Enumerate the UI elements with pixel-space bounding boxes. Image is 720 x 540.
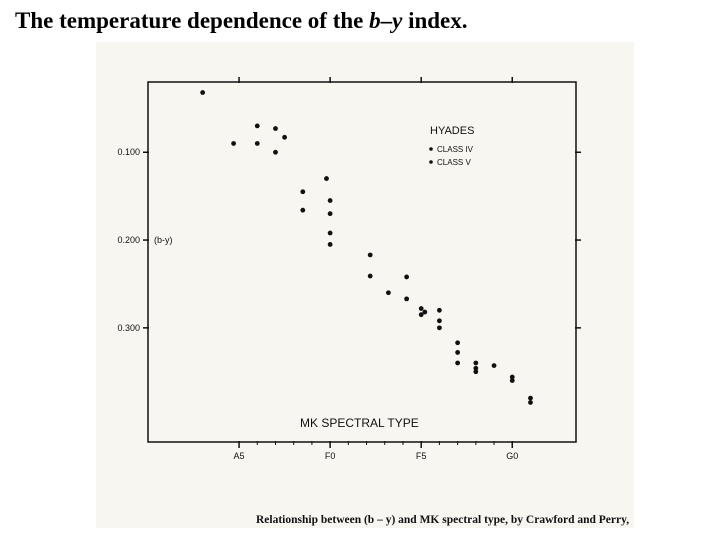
title-prefix: The temperature dependence of the bbox=[15, 8, 370, 33]
scatter-plot: 0.100 0.200 0.300 (b-y) A5 F0 F5 G0 HYADES CLAS… bbox=[117, 77, 581, 461]
data-point-class-v bbox=[418, 306, 424, 311]
data-point-class-iv bbox=[327, 242, 333, 247]
data-point-class-v bbox=[422, 309, 428, 315]
y-axis-label: (b-y) bbox=[154, 235, 173, 245]
data-point-class-v bbox=[528, 400, 533, 405]
legend-entry-class-iv: CLASS IV bbox=[437, 145, 474, 154]
data-point-class-v bbox=[509, 378, 515, 383]
data-point-class-v bbox=[455, 350, 461, 355]
data-point-class-v bbox=[455, 340, 461, 346]
data-point-class-v bbox=[528, 395, 533, 401]
data-point-class-v bbox=[437, 325, 442, 331]
ticks-layer: 0.100 0.200 0.300 (b-y) A5 F0 F5 G0 bbox=[117, 77, 581, 461]
legend-marker-class-iv bbox=[429, 147, 433, 151]
legend: HYADES CLASS IV CLASS V bbox=[429, 125, 474, 167]
legend-marker-class-v bbox=[429, 160, 433, 164]
data-point-class-v bbox=[418, 312, 424, 318]
data-point-class-v bbox=[473, 360, 479, 366]
title-index-b: b bbox=[369, 8, 381, 33]
data-point-class-v bbox=[491, 363, 497, 369]
data-point-class-v bbox=[437, 318, 442, 324]
data-point-class-v bbox=[437, 307, 442, 313]
data-point-class-v bbox=[386, 290, 391, 296]
data-point-class-iv bbox=[282, 134, 287, 140]
data-point-class-iv bbox=[200, 90, 206, 95]
data-point-class-iv bbox=[254, 123, 260, 129]
y-tick-label: 0.300 bbox=[117, 323, 140, 333]
scanned-figure: 0.100 0.200 0.300 (b-y) A5 F0 F5 G0 HYADES CLAS… bbox=[96, 42, 634, 528]
data-point-class-v bbox=[473, 365, 479, 371]
data-point-class-v bbox=[509, 374, 515, 380]
data-point-class-v bbox=[367, 273, 373, 279]
title-index-y: y bbox=[392, 8, 403, 33]
slide-title: The temperature dependence of the b–y in… bbox=[15, 8, 468, 34]
data-point-class-iv bbox=[231, 141, 237, 146]
data-point-class-iv bbox=[300, 207, 306, 213]
data-point-class-iv bbox=[273, 126, 278, 131]
data-point-class-iv bbox=[324, 176, 329, 181]
legend-entry-class-v: CLASS V bbox=[437, 158, 471, 167]
data-point-class-v bbox=[455, 360, 461, 366]
data-point-class-iv bbox=[300, 189, 306, 195]
data-point-class-v bbox=[404, 296, 410, 302]
data-point-class-iv bbox=[327, 211, 333, 217]
title-dash: – bbox=[380, 8, 393, 33]
figure-caption: Relationship between (b – y) and MK spec… bbox=[256, 514, 630, 526]
data-point-class-v bbox=[404, 274, 410, 280]
y-tick-label: 0.100 bbox=[117, 147, 140, 157]
data-point-class-iv bbox=[327, 198, 333, 203]
plot-frame bbox=[147, 81, 577, 443]
data-point-class-v bbox=[367, 252, 373, 258]
x-tick-label: G0 bbox=[506, 451, 518, 461]
data-point-class-iv bbox=[273, 149, 278, 155]
points-layer bbox=[200, 90, 533, 405]
title-suffix: index. bbox=[402, 8, 468, 33]
legend-title: HYADES bbox=[430, 125, 474, 137]
data-point-class-iv bbox=[254, 141, 260, 146]
data-point-class-iv bbox=[327, 230, 333, 236]
x-tick-label: F0 bbox=[325, 451, 336, 461]
x-axis-label: MK SPECTRAL TYPE bbox=[300, 416, 419, 430]
x-tick-label: A5 bbox=[234, 451, 245, 461]
data-point-class-v bbox=[473, 369, 479, 375]
x-tick-label: F5 bbox=[416, 451, 427, 461]
y-tick-label: 0.200 bbox=[117, 235, 140, 245]
